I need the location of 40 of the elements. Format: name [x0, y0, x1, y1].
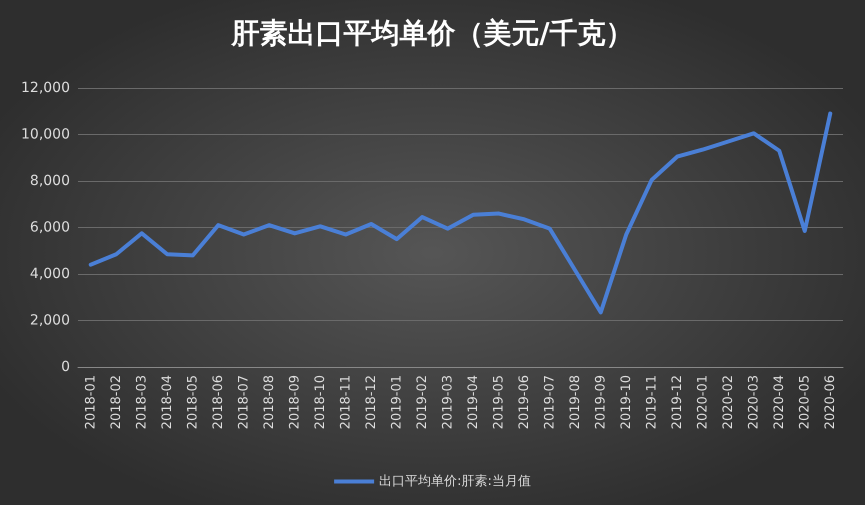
x-tick-label: 2018-10	[312, 375, 328, 430]
x-tick-label: 2019-01	[389, 375, 404, 430]
x-tick-label: 2019-06	[516, 375, 532, 430]
x-tick-label: 2018-05	[185, 375, 200, 430]
x-tick-label: 2018-11	[338, 375, 354, 430]
x-tick-label: 2019-03	[440, 375, 456, 430]
x-tick-label: 2018-04	[160, 375, 175, 430]
x-tick-label: 2020-03	[746, 375, 762, 430]
legend-label: 出口平均单价:肝素:当月值	[379, 474, 531, 489]
x-tick-label: 2020-04	[772, 375, 787, 430]
x-tick-label: 2020-02	[720, 375, 736, 430]
x-tick-label: 2019-10	[618, 375, 634, 430]
x-tick-label: 2019-02	[414, 375, 430, 430]
x-tick-label: 2020-05	[797, 375, 812, 430]
x-tick-label: 2019-09	[593, 375, 608, 430]
x-tick-label: 2018-01	[83, 375, 98, 430]
y-tick-label: 0	[61, 359, 70, 375]
x-tick-label: 2018-06	[210, 375, 226, 430]
x-tick-label: 2019-05	[491, 375, 506, 430]
y-tick-label: 10,000	[21, 126, 70, 142]
x-tick-label: 2018-12	[364, 375, 379, 430]
x-tick-label: 2019-04	[466, 375, 481, 430]
x-tick-label: 2020-06	[822, 375, 838, 430]
x-tick-label: 2018-08	[262, 375, 277, 430]
chart-title: 肝素出口平均单价（美元/千克）	[230, 16, 634, 50]
y-tick-label: 6,000	[30, 220, 70, 236]
x-tick-label: 2019-11	[644, 375, 660, 430]
line-series	[88, 112, 832, 314]
x-tick-label: 2018-09	[287, 375, 302, 430]
y-tick-label: 12,000	[21, 80, 70, 96]
x-tick-label: 2019-08	[568, 375, 583, 430]
x-tick-label: 2019-12	[670, 375, 685, 430]
x-tick-label: 2019-07	[542, 375, 558, 430]
x-tick-label: 2018-02	[108, 375, 124, 430]
x-tick-label: 2018-03	[134, 375, 150, 430]
y-tick-label: 2,000	[30, 312, 70, 328]
x-tick-label: 2020-01	[695, 375, 710, 430]
y-tick-label: 4,000	[30, 266, 70, 282]
y-tick-label: 8,000	[30, 173, 70, 189]
x-tick-label: 2018-07	[236, 375, 252, 430]
